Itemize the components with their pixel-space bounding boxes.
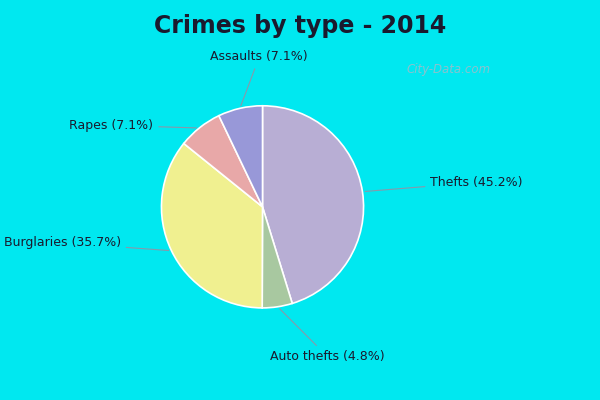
Wedge shape: [219, 106, 263, 207]
Text: Rapes (7.1%): Rapes (7.1%): [70, 119, 197, 132]
Text: Burglaries (35.7%): Burglaries (35.7%): [4, 236, 169, 250]
Wedge shape: [262, 207, 292, 308]
Text: Auto thefts (4.8%): Auto thefts (4.8%): [271, 309, 385, 363]
Text: Assaults (7.1%): Assaults (7.1%): [211, 50, 308, 106]
Wedge shape: [184, 116, 263, 207]
Wedge shape: [263, 106, 364, 304]
Text: City-Data.com: City-Data.com: [407, 64, 491, 76]
Text: Crimes by type - 2014: Crimes by type - 2014: [154, 14, 446, 38]
Text: Thefts (45.2%): Thefts (45.2%): [365, 176, 523, 192]
Wedge shape: [161, 144, 263, 308]
